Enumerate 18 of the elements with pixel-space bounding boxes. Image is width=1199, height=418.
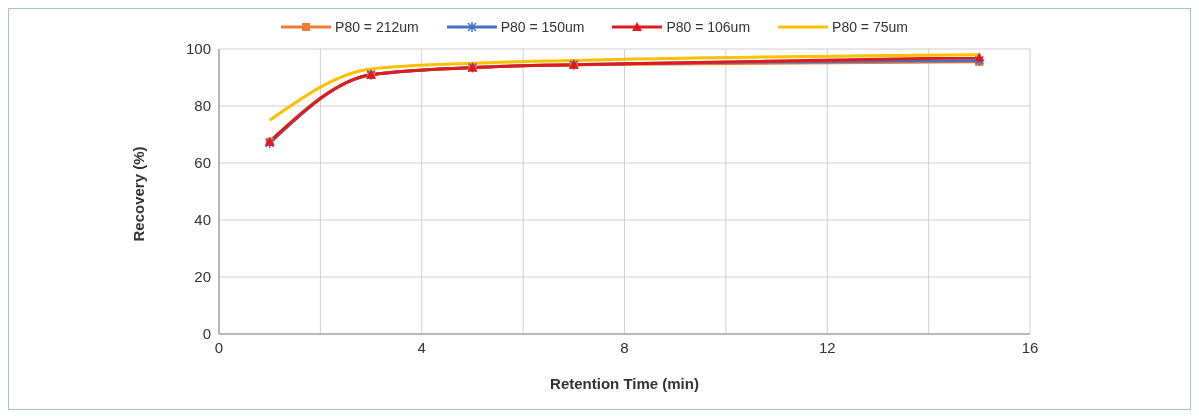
- x-tick-label: 4: [417, 338, 426, 356]
- y-tick-label: 60: [194, 154, 211, 172]
- x-tick-label: 8: [620, 338, 629, 356]
- y-tick-label: 20: [194, 268, 211, 286]
- x-tick-label: 0: [214, 338, 224, 356]
- y-axis-title: Recovery (%): [130, 146, 148, 242]
- x-tick-label: 12: [818, 338, 836, 356]
- x-axis-title: Retention Time (min): [550, 375, 699, 392]
- y-tick-label: 40: [194, 211, 211, 229]
- legend-label: P80 = 150um: [500, 19, 585, 35]
- point: [974, 52, 985, 62]
- legend-label: P80 = 212um: [335, 19, 419, 35]
- y-tick-label: 0: [202, 325, 211, 343]
- x-tick-label: 16: [1021, 338, 1039, 356]
- y-tick-label: 100: [185, 40, 211, 58]
- legend-label: P80 = 75um: [832, 19, 908, 35]
- legend-label: P80 = 106um: [666, 19, 751, 35]
- y-tick-label: 80: [194, 97, 211, 115]
